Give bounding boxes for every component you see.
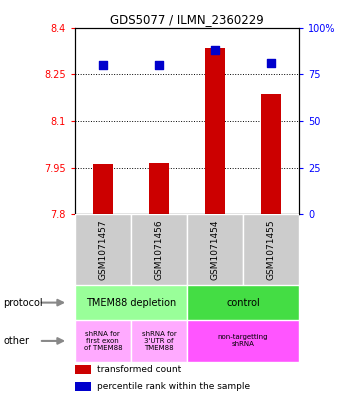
Bar — [75, 365, 90, 374]
Bar — [75, 382, 90, 391]
Point — [212, 47, 218, 53]
Text: other: other — [3, 336, 29, 346]
Bar — [205, 48, 225, 214]
Text: transformed count: transformed count — [97, 365, 182, 374]
Text: GSM1071456: GSM1071456 — [154, 219, 164, 280]
Bar — [75, 320, 131, 362]
Text: shRNA for
3'UTR of
TMEM88: shRNA for 3'UTR of TMEM88 — [141, 331, 176, 351]
Bar — [149, 163, 169, 214]
Text: protocol: protocol — [3, 298, 43, 308]
Point — [156, 62, 162, 68]
Title: GDS5077 / ILMN_2360229: GDS5077 / ILMN_2360229 — [110, 13, 264, 26]
Text: control: control — [226, 298, 260, 308]
Text: GSM1071457: GSM1071457 — [98, 219, 107, 280]
Text: TMEM88 depletion: TMEM88 depletion — [86, 298, 176, 308]
Text: non-targetting
shRNA: non-targetting shRNA — [218, 334, 268, 347]
Point — [100, 62, 105, 68]
Text: GSM1071455: GSM1071455 — [267, 219, 276, 280]
Bar — [187, 320, 299, 362]
Bar — [93, 164, 113, 214]
Bar — [131, 214, 187, 285]
Bar — [261, 94, 281, 214]
Bar — [75, 285, 187, 320]
Point — [268, 60, 274, 66]
Bar — [187, 214, 243, 285]
Bar — [75, 214, 131, 285]
Bar — [187, 285, 299, 320]
Text: percentile rank within the sample: percentile rank within the sample — [97, 382, 250, 391]
Text: shRNA for
first exon
of TMEM88: shRNA for first exon of TMEM88 — [84, 331, 122, 351]
Bar — [243, 214, 299, 285]
Text: GSM1071454: GSM1071454 — [210, 219, 220, 280]
Bar — [131, 320, 187, 362]
